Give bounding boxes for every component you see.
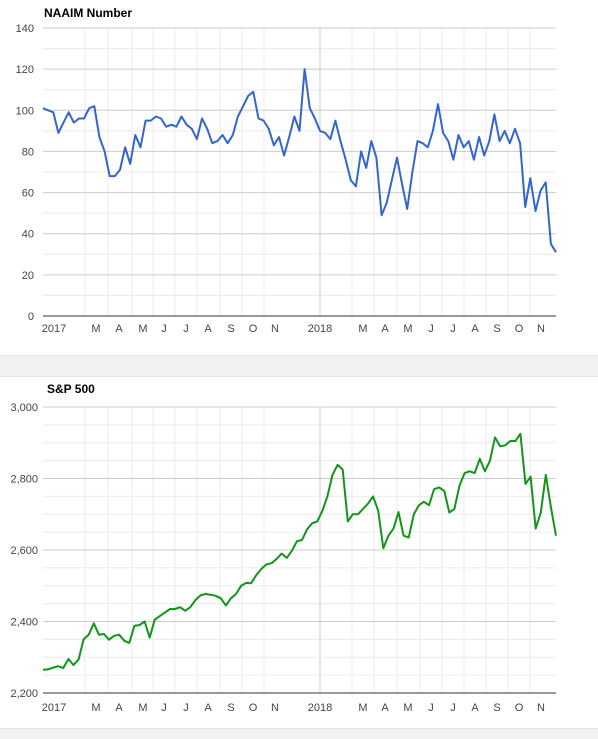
naaim-chart: NAAIM Number 0 20 40 60 80 100 120 140 2017 M A M J J…: [16, 6, 557, 335]
x-tick-label: O: [515, 702, 524, 714]
y-tick-label: 80: [22, 146, 34, 158]
y-tick-label: 2,800: [10, 474, 38, 486]
x-tick-label: J: [161, 323, 167, 335]
y-tick-label: 2,600: [10, 545, 38, 557]
y-tick-label: 40: [22, 229, 34, 241]
x-tick-label: A: [381, 702, 389, 714]
x-tick-label: J: [450, 702, 456, 714]
x-tick-label: A: [115, 323, 123, 335]
x-tick-label: A: [471, 702, 479, 714]
x-tick-label: 2018: [308, 702, 332, 714]
y-tick-label: 60: [22, 188, 34, 200]
x-tick-label: N: [271, 323, 279, 335]
series-line: [42, 68, 557, 253]
x-tick-label: S: [493, 702, 500, 714]
panel-separator-bottom: [0, 728, 598, 739]
x-tick-label: A: [204, 323, 212, 335]
x-tick-label: M: [403, 702, 412, 714]
x-tick-label: N: [537, 702, 545, 714]
x-tick-label: A: [381, 323, 389, 335]
x-tick-label: 2018: [308, 323, 332, 335]
x-tick-label: M: [138, 702, 147, 714]
x-tick-label: S: [227, 702, 234, 714]
grid: [43, 27, 556, 317]
x-tick-label: O: [249, 702, 258, 714]
x-tick-label: J: [428, 702, 434, 714]
grid: [43, 406, 556, 694]
x-tick-label: J: [183, 702, 189, 714]
x-tick-label: A: [204, 702, 212, 714]
x-tick-label: J: [450, 323, 456, 335]
y-tick-label: 0: [28, 311, 34, 323]
x-tick-label: M: [358, 702, 367, 714]
y-tick-label: 120: [16, 64, 34, 76]
x-tick-label: J: [183, 323, 189, 335]
x-tick-label: 2017: [42, 702, 66, 714]
y-tick-label: 2,400: [10, 617, 38, 629]
x-tick-label: M: [358, 323, 367, 335]
y-tick-label: 2,200: [10, 688, 38, 700]
chart-title: NAAIM Number: [44, 6, 132, 20]
chart-title: S&P 500: [47, 382, 95, 396]
x-tick-label: A: [115, 702, 123, 714]
x-tick-label: S: [493, 323, 500, 335]
x-tick-label: 2017: [42, 323, 66, 335]
x-tick-label: M: [91, 323, 100, 335]
x-tick-label: N: [537, 323, 545, 335]
x-tick-label: M: [138, 323, 147, 335]
y-tick-label: 100: [16, 105, 34, 117]
y-tick-label: 20: [22, 270, 34, 282]
x-tick-label: S: [227, 323, 234, 335]
x-tick-label: M: [403, 323, 412, 335]
sp500-chart: S&P 500 2,200 2,400 2,600 2,800 3,000 2017 M A M…: [10, 382, 557, 714]
x-tick-label: J: [161, 702, 167, 714]
x-tick-label: N: [271, 702, 279, 714]
x-tick-label: J: [428, 323, 434, 335]
x-tick-label: O: [249, 323, 258, 335]
y-tick-label: 3,000: [10, 402, 38, 414]
panel-separator: [0, 355, 598, 377]
y-tick-label: 140: [16, 23, 34, 35]
x-tick-label: M: [91, 702, 100, 714]
x-tick-label: A: [471, 323, 479, 335]
series-line: [42, 432, 557, 671]
x-tick-label: O: [515, 323, 524, 335]
